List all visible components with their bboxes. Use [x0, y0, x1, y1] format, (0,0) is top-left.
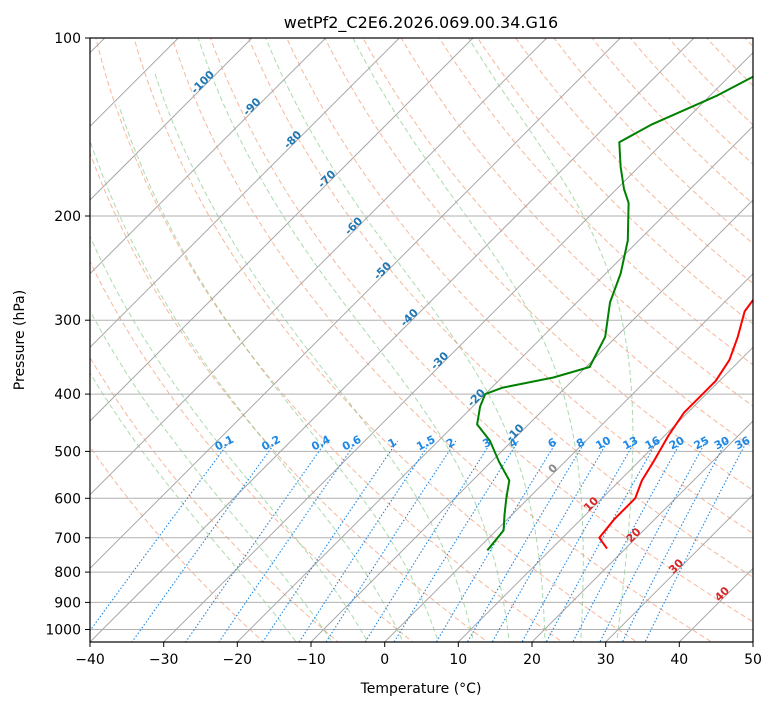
isotherm-gridline	[90, 38, 695, 642]
isotherm-gridline	[90, 38, 621, 570]
x-tick-label: −10	[296, 652, 326, 668]
dewpoint-profile	[476, 75, 753, 552]
y-tick-label: 800	[54, 565, 81, 581]
isotherm-gridline	[236, 125, 753, 642]
x-axis-label: Temperature (°C)	[360, 681, 482, 697]
isotherm-gridline	[90, 38, 253, 201]
y-tick-label: 500	[54, 444, 81, 460]
isotherm-gridline	[310, 199, 753, 642]
y-tick-label: 400	[54, 387, 81, 403]
mixing-ratio-label: 30	[712, 434, 732, 453]
x-tick-label: 40	[670, 652, 688, 668]
x-tick-label: 50	[744, 652, 762, 668]
mixing-ratio-line	[325, 440, 457, 642]
mixing-ratio-line	[491, 440, 609, 642]
dry-adiabat	[553, 38, 753, 245]
mixing-ratio-line	[218, 440, 358, 642]
mixing-ratio-line	[298, 440, 432, 642]
mixing-ratio-label: 16	[643, 434, 663, 453]
mixing-ratio-line	[521, 440, 636, 642]
mixing-ratio-label: 25	[692, 434, 712, 453]
dry-adiabat	[90, 260, 414, 642]
mixing-ratio-line	[572, 440, 682, 642]
y-tick-label: 200	[54, 209, 81, 225]
mixing-ratio-label: 20	[667, 434, 687, 453]
isotherm-gridline	[384, 272, 753, 642]
dry-adiabat	[90, 151, 489, 642]
isotherm-gridline	[531, 420, 753, 642]
x-tick-label: 10	[449, 652, 467, 668]
mixing-ratio-line	[262, 440, 399, 642]
isotherm-gridline	[163, 51, 753, 642]
chart-title: wetPf2_C2E6.2026.069.00.34.G16	[284, 13, 558, 33]
dry-adiabat	[209, 38, 753, 623]
dry-adiabat	[324, 38, 753, 491]
dry-adiabat	[90, 356, 339, 642]
dry-adiabat	[629, 38, 753, 165]
moist-adiabat	[90, 235, 369, 642]
dry-adiabat	[133, 38, 638, 642]
dry-adiabat	[247, 38, 753, 578]
dry-adiabat	[400, 38, 753, 407]
dry-adiabat	[286, 38, 753, 534]
isotherm-gridline	[90, 38, 474, 422]
mixing-ratio-label: 13	[621, 434, 641, 453]
moist-adiabat	[90, 309, 333, 642]
y-tick-label: 100	[54, 31, 81, 47]
mixing-ratio-line	[644, 440, 748, 642]
plot-frame	[89, 37, 754, 643]
x-tick-label: −40	[75, 652, 105, 668]
x-tick-label: 20	[523, 652, 541, 668]
mixing-ratio-label: 10	[593, 434, 613, 453]
mixing-ratio-line	[621, 440, 727, 642]
mixing-ratio-line	[131, 440, 278, 642]
isotherm-gridline	[605, 493, 753, 642]
moist-adiabat	[90, 139, 404, 642]
y-tick-label: 900	[54, 595, 81, 611]
isotherm-gridline	[90, 38, 548, 496]
mixing-ratio-line	[466, 440, 586, 642]
mixing-ratio-label: 36	[733, 434, 753, 453]
dry-adiabat	[438, 38, 753, 366]
dry-adiabat	[591, 38, 753, 205]
isotherm-gridline	[457, 346, 753, 642]
isotherm-gridline	[90, 38, 327, 275]
isotherm-gridline	[90, 38, 400, 349]
x-tick-label: −20	[223, 652, 253, 668]
dry-adiabat	[477, 38, 753, 325]
dry-adiabat	[362, 38, 753, 449]
x-tick-label: 0	[380, 652, 389, 668]
mixing-ratio-line	[599, 440, 707, 642]
x-tick-label: −30	[149, 652, 179, 668]
y-tick-label: 600	[54, 491, 81, 507]
y-tick-label: 700	[54, 531, 81, 547]
dry-adiabat	[171, 38, 713, 642]
y-tick-label: 1000	[45, 623, 81, 639]
moist-adiabat	[154, 73, 475, 642]
y-tick-label: 300	[54, 313, 81, 329]
temperature-profile	[598, 298, 753, 550]
mixing-ratio-line	[435, 440, 558, 642]
moist-adiabat	[118, 105, 440, 642]
y-axis-label: Pressure (hPa)	[12, 290, 28, 390]
x-tick-label: 30	[597, 652, 615, 668]
mixing-ratio-line	[185, 440, 327, 642]
